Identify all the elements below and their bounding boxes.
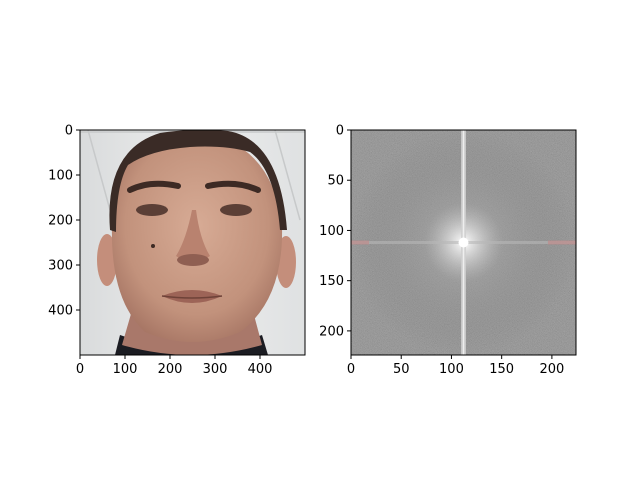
face-image-frame	[79, 129, 306, 356]
spectrum-right-tint	[548, 240, 576, 245]
face-image	[80, 130, 305, 355]
right-y-ticks: 0 50 100 150 200	[319, 124, 351, 339]
left-y-ticks: 0 100 200 300 400	[48, 124, 80, 319]
right-x-ticks: 0 50 100 150 200	[347, 355, 564, 377]
left-x-tick-label: 200	[158, 362, 183, 377]
photo-nostrils	[177, 254, 209, 266]
photo-mole	[151, 244, 155, 248]
photo-right-eyebrow	[205, 180, 261, 193]
spectrum-left-tint	[351, 240, 369, 245]
right-y-tick-label: 200	[319, 324, 344, 339]
face-image-panel: 0 100 200 300 400 0 100 200 300 400	[48, 124, 306, 377]
photo-lip-line	[161, 295, 223, 299]
right-y-tick-label: 0	[336, 124, 344, 139]
photo-neck	[122, 300, 262, 355]
left-y-tick-label: 200	[48, 214, 73, 229]
left-x-ticks: 0 100 200 300 400	[76, 355, 273, 377]
left-y-tick-label: 400	[48, 304, 73, 319]
photo-left-ear	[97, 234, 117, 286]
left-y-tick-label: 0	[65, 124, 73, 139]
right-x-tick-label: 200	[539, 362, 564, 377]
right-y-tick-label: 50	[327, 174, 344, 189]
left-x-tick-label: 300	[203, 362, 228, 377]
spectrum-dc-peak	[458, 237, 469, 248]
spectrum-image-frame	[350, 129, 577, 356]
photo-right-eye	[220, 204, 252, 216]
left-y-tick-label: 300	[48, 259, 73, 274]
right-x-tick-label: 0	[347, 362, 355, 377]
left-x-tick-label: 400	[248, 362, 273, 377]
right-y-tick-label: 150	[319, 274, 344, 289]
right-x-tick-label: 150	[489, 362, 514, 377]
right-x-tick-label: 50	[393, 362, 410, 377]
left-y-tick-label: 100	[48, 169, 73, 184]
photo-nose	[176, 210, 210, 262]
left-x-tick-label: 0	[76, 362, 84, 377]
right-y-tick-label: 100	[319, 224, 344, 239]
fourier-spectrum-image	[351, 130, 576, 355]
right-x-tick-label: 100	[439, 362, 464, 377]
photo-mouth	[162, 290, 222, 303]
spectrum-cross-lines	[351, 130, 576, 355]
photo-left-eye	[136, 204, 168, 216]
left-x-tick-label: 100	[113, 362, 138, 377]
photo-left-eyebrow	[127, 180, 181, 193]
spectrum-image-panel: 0 50 100 150 200 0 50 100 150 200	[319, 124, 577, 377]
